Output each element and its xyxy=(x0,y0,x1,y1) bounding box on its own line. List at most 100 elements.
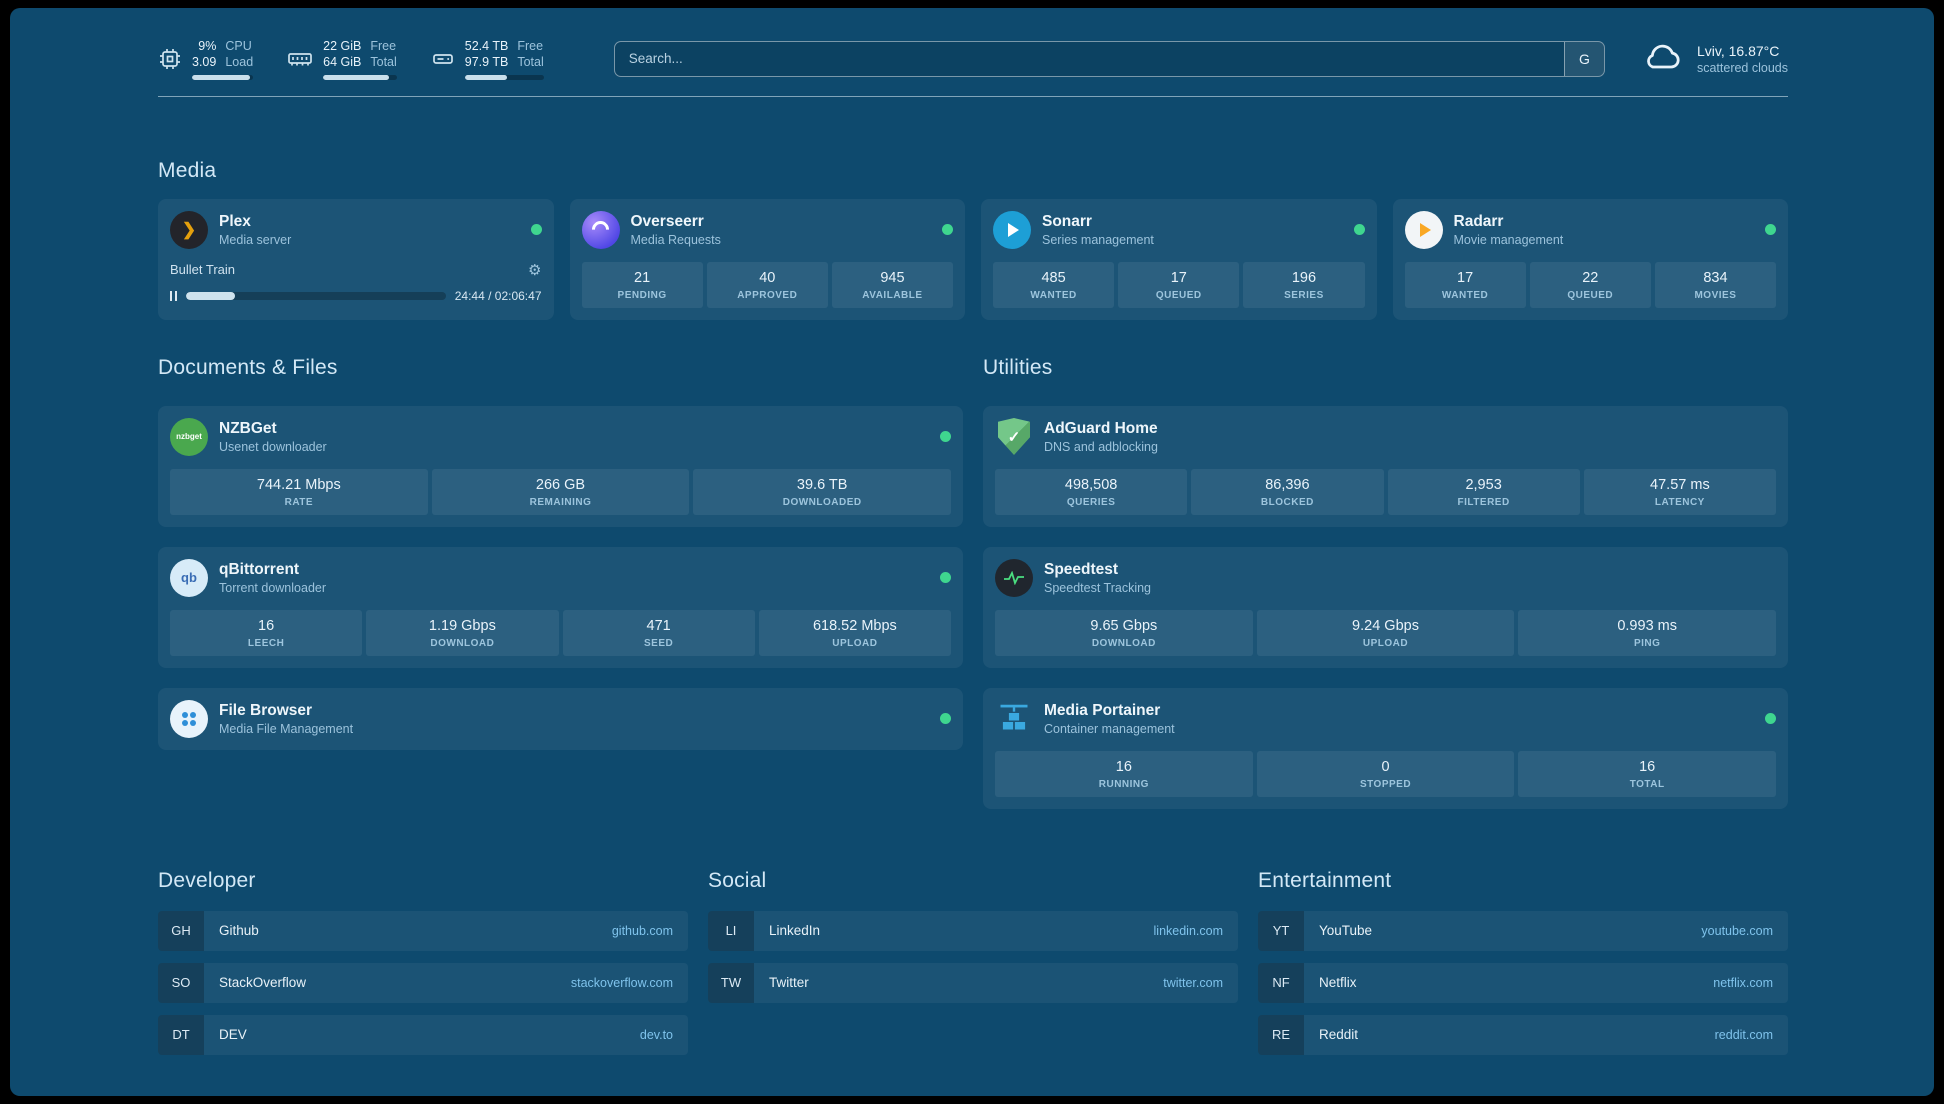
service-card-nzbget[interactable]: nzbget NZBGet Usenet downloader 744.21 M… xyxy=(158,405,963,527)
stat-label: PENDING xyxy=(617,289,667,301)
service-name: qBittorrent xyxy=(219,560,300,578)
memory-bar xyxy=(323,74,397,80)
adguard-icon: ✓ xyxy=(995,418,1033,456)
stat-value: 16 xyxy=(258,617,275,634)
service-name: Overseerr xyxy=(630,212,704,230)
bookmark-netflix[interactable]: NF Netflix netflix.com xyxy=(1258,962,1788,1003)
bookmark-github[interactable]: GH Github github.com xyxy=(158,910,688,951)
stat-label: PING xyxy=(1633,637,1661,649)
disk-free: 52.4 TB xyxy=(464,39,509,53)
service-card-filebrowser[interactable]: File Browser Media File Management xyxy=(158,687,963,750)
stat-tile: 834 MOVIES xyxy=(1654,261,1777,308)
stat-label: STOPPED xyxy=(1359,778,1412,790)
bookmark-name: Twitter xyxy=(769,975,809,990)
bookmark-url: github.com xyxy=(611,923,673,938)
bookmark-abbr: TW xyxy=(708,962,754,1003)
memory-total: 64 GiB xyxy=(323,55,362,70)
stat-value: 2,953 xyxy=(1465,476,1502,493)
bookmark-stackoverflow[interactable]: SO StackOverflow stackoverflow.com xyxy=(158,962,688,1003)
stat-tile: 0 STOPPED xyxy=(1256,750,1515,797)
service-name: NZBGet xyxy=(219,419,277,437)
radarr-icon xyxy=(1404,210,1443,249)
status-dot xyxy=(1765,224,1776,235)
search-input[interactable] xyxy=(614,41,1564,76)
stat-value: 618.52 Mbps xyxy=(812,617,897,634)
stat-tile: 22 QUEUED xyxy=(1529,261,1651,308)
stat-value: 17 xyxy=(1457,269,1474,286)
overseerr-icon xyxy=(581,210,620,249)
stat-value: 9.65 Gbps xyxy=(1090,617,1158,634)
bookmark-dev[interactable]: DT DEV dev.to xyxy=(158,1014,688,1055)
stat-label: AVAILABLE xyxy=(862,289,923,301)
bookmark-youtube[interactable]: YT YouTube youtube.com xyxy=(1258,910,1788,951)
weather-location: Lviv, 16.87°C xyxy=(1696,42,1780,59)
stat-label: SEED xyxy=(644,637,674,649)
weather-condition: scattered clouds xyxy=(1696,60,1788,75)
bookmark-group-social: Social LI LinkedIn linkedin.com TW Twitt… xyxy=(708,869,1238,1055)
stat-tile: 17 QUEUED xyxy=(1118,261,1240,308)
stat-tile: 40 APPROVED xyxy=(706,261,828,308)
playback-time: 24:44 / 02:06:47 xyxy=(454,288,542,303)
stat-tile: 39.6 TB DOWNLOADED xyxy=(693,468,952,515)
stat-tile: 0.993 ms PING xyxy=(1518,609,1777,656)
stat-value: 16 xyxy=(1115,758,1132,775)
section-title-social: Social xyxy=(708,868,767,892)
section-title-developer: Developer xyxy=(158,868,256,892)
weather-widget: Lviv, 16.87°C scattered clouds xyxy=(1641,40,1788,77)
service-card-radarr[interactable]: Radarr Movie management 17 WANTED 22 QUE… xyxy=(1392,198,1788,320)
service-subtitle: Container management xyxy=(1044,721,1175,736)
bookmark-abbr: RE xyxy=(1258,1014,1304,1055)
topbar-divider xyxy=(158,95,1788,97)
stat-value: 86,396 xyxy=(1265,476,1310,493)
service-card-portainer[interactable]: Media Portainer Container management 16 … xyxy=(983,687,1788,809)
service-card-speedtest[interactable]: Speedtest Speedtest Tracking 9.65 Gbps D… xyxy=(983,546,1788,668)
section-title-utilities: Utilities xyxy=(983,355,1053,379)
service-card-sonarr[interactable]: Sonarr Series management 485 WANTED 17 Q… xyxy=(981,198,1377,320)
stat-label: WANTED xyxy=(1030,289,1077,301)
section-title-entertainment: Entertainment xyxy=(1258,868,1392,892)
service-card-plex[interactable]: ❯ Plex Media server Bullet Train ⚙ xyxy=(158,198,554,320)
service-card-adguard[interactable]: ✓ AdGuard Home DNS and adblocking 498,50… xyxy=(983,405,1788,527)
stat-label: FILTERED xyxy=(1457,496,1510,508)
service-subtitle: Torrent downloader xyxy=(219,580,327,595)
stat-label: BLOCKED xyxy=(1260,496,1314,508)
stat-tile: 9.24 Gbps UPLOAD xyxy=(1256,609,1515,656)
service-card-qbittorrent[interactable]: qb qBittorrent Torrent downloader 16 LEE… xyxy=(158,546,963,668)
memory-icon xyxy=(287,47,313,71)
stat-value: 1.19 Gbps xyxy=(428,617,496,634)
bookmark-abbr: YT xyxy=(1258,910,1304,951)
stat-value: 47.57 ms xyxy=(1650,476,1710,493)
bookmark-name: DEV xyxy=(219,1027,247,1042)
bookmark-name: Netflix xyxy=(1319,975,1357,990)
bookmark-group-developer: Developer GH Github github.com SO StackO… xyxy=(158,869,688,1055)
bookmark-twitter[interactable]: TW Twitter twitter.com xyxy=(708,962,1238,1003)
gear-icon[interactable]: ⚙ xyxy=(528,261,542,279)
stat-label: UPLOAD xyxy=(1362,637,1409,649)
stat-value: 266 GB xyxy=(535,476,586,493)
cpu-load: 3.09 xyxy=(192,55,217,70)
bookmark-linkedin[interactable]: LI LinkedIn linkedin.com xyxy=(708,910,1238,951)
service-subtitle: DNS and adblocking xyxy=(1044,439,1158,454)
bookmark-name: Github xyxy=(219,923,259,938)
cpu-percent: 9% xyxy=(198,39,217,53)
service-name: Speedtest xyxy=(1044,560,1119,578)
stat-label: QUEUED xyxy=(1567,289,1614,301)
stat-tile: 9.65 Gbps DOWNLOAD xyxy=(995,609,1253,656)
service-subtitle: Media server xyxy=(219,232,292,247)
stat-tile: 2,953 FILTERED xyxy=(1387,468,1580,515)
stat-tile: 266 GB REMAINING xyxy=(431,468,690,515)
service-subtitle: Series management xyxy=(1042,232,1154,247)
bookmark-reddit[interactable]: RE Reddit reddit.com xyxy=(1258,1014,1788,1055)
stat-tile: 196 SERIES xyxy=(1243,261,1365,308)
service-card-overseerr[interactable]: Overseerr Media Requests 21 PENDING 40 A… xyxy=(569,198,965,320)
pause-icon[interactable] xyxy=(170,290,177,301)
search-provider-button[interactable]: G xyxy=(1563,41,1604,76)
playback-progress-bar[interactable] xyxy=(186,291,446,300)
status-dot xyxy=(940,572,951,583)
cloud-icon xyxy=(1641,40,1685,77)
stat-value: 9.24 Gbps xyxy=(1352,617,1419,634)
stat-label: TOTAL xyxy=(1629,778,1665,790)
stat-value: 17 xyxy=(1170,269,1187,286)
stat-value: 0.993 ms xyxy=(1617,617,1677,634)
stat-label: DOWNLOADED xyxy=(782,496,862,508)
